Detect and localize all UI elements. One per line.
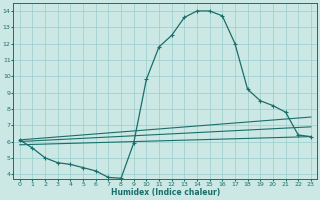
X-axis label: Humidex (Indice chaleur): Humidex (Indice chaleur)	[111, 188, 220, 197]
